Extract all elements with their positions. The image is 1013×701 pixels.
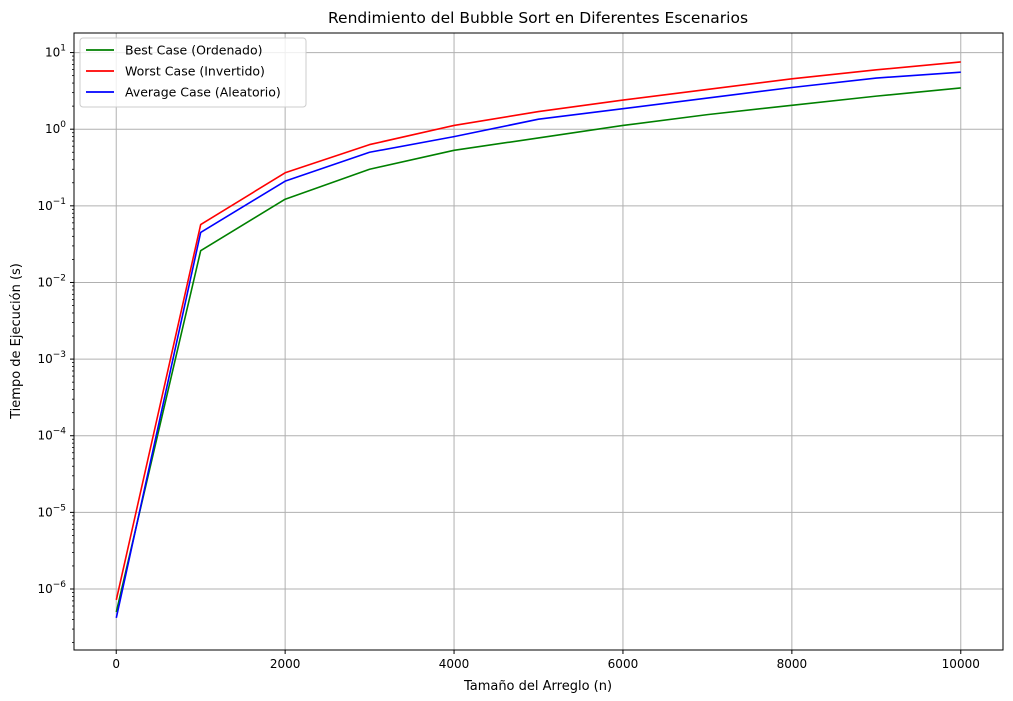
legend-label: Best Case (Ordenado) [125, 43, 263, 58]
legend-box [79, 37, 307, 108]
series-lines [115, 61, 961, 619]
x-axis-label: Tamaño del Arreglo (n) [463, 679, 612, 694]
x-tick-label: 10000 [942, 657, 980, 671]
series-line [115, 71, 961, 619]
series-line [115, 61, 961, 601]
legend-label: Worst Case (Invertido) [125, 64, 265, 79]
chart-title: Rendimiento del Bubble Sort en Diferente… [328, 9, 748, 27]
legend: Best Case (Ordenado) Worst Case (Invertid… [79, 37, 307, 108]
axis-ticks: 0 2000 4000 6000 8000 10000 10−6 10−5 10−4 10−3 10… [37, 44, 979, 671]
y-tick-label: 10−2 [37, 273, 66, 289]
grid-lines [74, 33, 1003, 650]
plot-frame [73, 32, 1004, 651]
legend-label: Average Case (Aleatorio) [125, 85, 281, 100]
series-line [115, 87, 961, 613]
y-tick-label: 10−4 [37, 427, 66, 443]
x-tick-label: 0 [112, 657, 120, 671]
y-tick-label: 10−1 [37, 197, 66, 213]
y-tick-label: 10−6 [37, 580, 66, 596]
x-tick-label: 6000 [608, 657, 639, 671]
y-tick-label: 10−5 [37, 503, 66, 519]
y-tick-label: 101 [45, 44, 66, 60]
y-tick-label: 100 [45, 120, 66, 136]
x-tick-label: 2000 [270, 657, 301, 671]
y-tick-label: 10−3 [37, 350, 66, 366]
x-tick-label: 8000 [777, 657, 808, 671]
x-tick-label: 4000 [439, 657, 470, 671]
y-axis-label: Tiempo de Ejecución (s) [9, 263, 24, 420]
